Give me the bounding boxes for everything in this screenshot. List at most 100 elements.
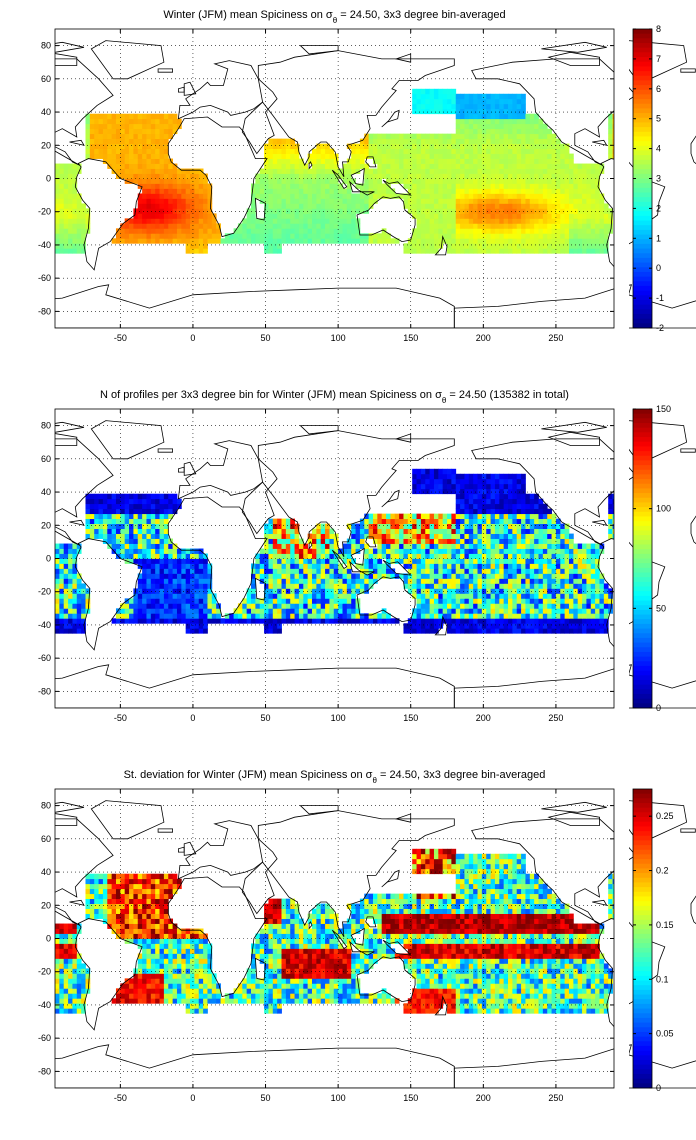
heatmap-cell bbox=[207, 228, 213, 234]
heatmap-cell bbox=[508, 198, 513, 204]
heatmap-cell bbox=[564, 238, 570, 244]
heatmap-cell bbox=[486, 628, 491, 634]
heatmap-cell bbox=[577, 588, 583, 594]
heatmap-cell bbox=[512, 148, 518, 154]
heatmap-cell bbox=[76, 228, 82, 234]
heatmap-cell bbox=[455, 148, 461, 154]
heatmap-cell bbox=[124, 143, 130, 149]
heatmap-cell bbox=[124, 163, 130, 169]
heatmap-cell bbox=[190, 213, 195, 219]
heatmap-cell bbox=[555, 153, 561, 159]
plot-mask bbox=[0, 0, 629, 380]
heatmap-cell bbox=[137, 218, 143, 224]
heatmap-cell bbox=[281, 178, 287, 184]
heatmap-cell bbox=[172, 113, 178, 120]
heatmap-cell bbox=[512, 243, 518, 249]
heatmap-cell bbox=[460, 193, 465, 199]
heatmap-cell bbox=[555, 623, 561, 629]
heatmap-cell bbox=[516, 183, 522, 189]
heatmap-cell bbox=[102, 518, 108, 525]
heatmap-cell bbox=[521, 168, 526, 174]
heatmap-cell bbox=[342, 598, 348, 604]
heatmap-cell bbox=[242, 618, 248, 624]
heatmap-cell bbox=[150, 148, 156, 154]
heatmap-cell bbox=[503, 553, 509, 559]
heatmap-cell bbox=[433, 538, 439, 544]
heatmap-cell bbox=[508, 553, 513, 559]
heatmap-cell bbox=[521, 228, 526, 234]
heatmap-cell bbox=[72, 608, 78, 614]
heatmap-cell bbox=[486, 168, 491, 174]
heatmap-cell bbox=[329, 183, 335, 189]
heatmap-cell bbox=[425, 618, 431, 624]
heatmap-cell bbox=[150, 603, 156, 609]
heatmap-cell bbox=[168, 608, 174, 614]
heatmap-cell bbox=[316, 223, 322, 229]
heatmap-cell bbox=[311, 603, 317, 609]
heatmap-cell bbox=[438, 223, 444, 229]
heatmap-cell bbox=[325, 203, 330, 209]
heatmap-cell bbox=[508, 178, 513, 184]
heatmap-cell bbox=[107, 118, 113, 125]
heatmap-cell bbox=[590, 208, 596, 214]
heatmap-cell bbox=[72, 623, 78, 629]
heatmap-cell bbox=[512, 598, 518, 604]
heatmap-cell bbox=[394, 543, 400, 549]
colorbar-swatch bbox=[633, 281, 652, 287]
heatmap-cell bbox=[68, 213, 73, 219]
x-tick-label: -50 bbox=[114, 333, 127, 343]
heatmap-cell bbox=[477, 123, 483, 130]
heatmap-cell bbox=[285, 183, 291, 189]
heatmap-cell bbox=[407, 538, 413, 544]
heatmap-cell bbox=[272, 528, 278, 534]
heatmap-cell bbox=[259, 553, 265, 559]
heatmap-cell bbox=[442, 538, 448, 544]
heatmap-cell bbox=[486, 173, 491, 179]
heatmap-cell bbox=[429, 198, 435, 204]
heatmap-cell bbox=[364, 563, 370, 569]
heatmap-cell bbox=[281, 218, 287, 224]
heatmap-cell bbox=[198, 568, 204, 574]
heatmap-cell bbox=[568, 203, 574, 209]
heatmap-cell bbox=[329, 193, 335, 199]
colorbar-swatch bbox=[633, 141, 652, 147]
heatmap-cell bbox=[564, 203, 570, 209]
heatmap-cell bbox=[142, 203, 147, 209]
heatmap-cell bbox=[203, 208, 208, 214]
heatmap-cell bbox=[185, 608, 191, 614]
heatmap-cell bbox=[521, 238, 526, 244]
heatmap-cell bbox=[494, 568, 500, 574]
heatmap-cell bbox=[377, 148, 383, 154]
heatmap-cell bbox=[203, 613, 208, 619]
heatmap-cell bbox=[159, 188, 165, 194]
heatmap-cell bbox=[102, 128, 108, 135]
heatmap-cell bbox=[516, 518, 522, 525]
heatmap-cell bbox=[268, 183, 274, 189]
heatmap-cell bbox=[568, 248, 574, 254]
heatmap-cell bbox=[194, 228, 200, 234]
heatmap-cell bbox=[163, 613, 169, 619]
heatmap-cell bbox=[159, 163, 165, 169]
heatmap-cell bbox=[211, 598, 217, 604]
heatmap-cell bbox=[425, 528, 431, 534]
heatmap-cell bbox=[547, 138, 552, 145]
heatmap-cell bbox=[102, 118, 108, 125]
heatmap-cell bbox=[285, 218, 291, 224]
heatmap-cell bbox=[251, 188, 256, 194]
heatmap-cell bbox=[512, 188, 518, 194]
heatmap-cell bbox=[72, 583, 78, 589]
heatmap-cell bbox=[272, 518, 278, 525]
heatmap-cell bbox=[294, 548, 300, 554]
heatmap-cell bbox=[146, 523, 152, 529]
heatmap-cell bbox=[150, 228, 156, 234]
heatmap-cell bbox=[508, 578, 513, 584]
heatmap-cell bbox=[207, 588, 213, 594]
heatmap-cell bbox=[268, 233, 274, 239]
heatmap-cell bbox=[386, 163, 391, 169]
heatmap-cell bbox=[460, 208, 465, 214]
heatmap-cell bbox=[416, 163, 422, 169]
heatmap-cell bbox=[595, 193, 600, 199]
heatmap-cell bbox=[176, 218, 182, 224]
heatmap-cell bbox=[590, 198, 596, 204]
heatmap-cell bbox=[386, 543, 391, 549]
